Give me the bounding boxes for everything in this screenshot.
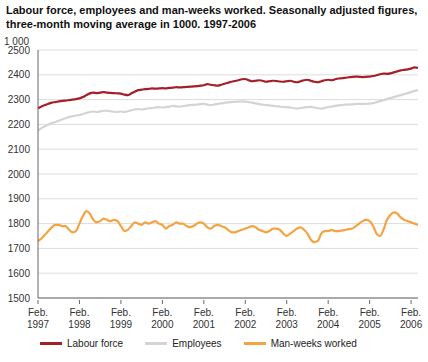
svg-text:1999: 1999 bbox=[110, 319, 133, 330]
svg-text:2000: 2000 bbox=[151, 319, 174, 330]
svg-text:1600: 1600 bbox=[8, 268, 31, 279]
svg-text:2000: 2000 bbox=[8, 169, 31, 180]
html-text:Labour force: Labour force bbox=[67, 338, 124, 349]
html-text:Employees: Employees bbox=[172, 338, 222, 349]
svg-text:1500: 1500 bbox=[8, 293, 31, 304]
svg-text:Feb.: Feb. bbox=[69, 307, 89, 318]
svg-text:2400: 2400 bbox=[8, 69, 31, 80]
svg-text:1900: 1900 bbox=[8, 193, 31, 204]
svg-text:1800: 1800 bbox=[8, 218, 31, 229]
svg-text:2500: 2500 bbox=[8, 45, 31, 56]
svg-text:2004: 2004 bbox=[317, 319, 340, 330]
svg-text:2100: 2100 bbox=[8, 144, 31, 155]
svg-text:Feb.: Feb. bbox=[152, 307, 172, 318]
svg-text:Feb.: Feb. bbox=[28, 307, 48, 318]
svg-text:Feb.: Feb. bbox=[318, 307, 338, 318]
svg-text:2003: 2003 bbox=[276, 319, 299, 330]
svg-text:1997: 1997 bbox=[27, 319, 50, 330]
svg-text:Feb.: Feb. bbox=[277, 307, 297, 318]
svg-text:2005: 2005 bbox=[359, 319, 382, 330]
svg-text:Feb.: Feb. bbox=[111, 307, 131, 318]
svg-text:2200: 2200 bbox=[8, 119, 31, 130]
html-text:Labour force, employees and ma: Labour force, employees and man-weeks wo… bbox=[6, 4, 418, 30]
svg-text:2300: 2300 bbox=[8, 94, 31, 105]
html-text:Man-weeks worked: Man-weeks worked bbox=[270, 338, 357, 349]
svg-text:1998: 1998 bbox=[68, 319, 91, 330]
svg-text:Feb.: Feb. bbox=[235, 307, 255, 318]
svg-text:Feb.: Feb. bbox=[194, 307, 214, 318]
svg-text:2001: 2001 bbox=[193, 319, 216, 330]
svg-text:2002: 2002 bbox=[234, 319, 257, 330]
svg-text:1700: 1700 bbox=[8, 243, 31, 254]
svg-text:2006: 2006 bbox=[400, 319, 423, 330]
svg-text:Feb.: Feb. bbox=[401, 307, 421, 318]
svg-text:Feb.: Feb. bbox=[360, 307, 380, 318]
html-text:1 000: 1 000 bbox=[4, 36, 29, 47]
